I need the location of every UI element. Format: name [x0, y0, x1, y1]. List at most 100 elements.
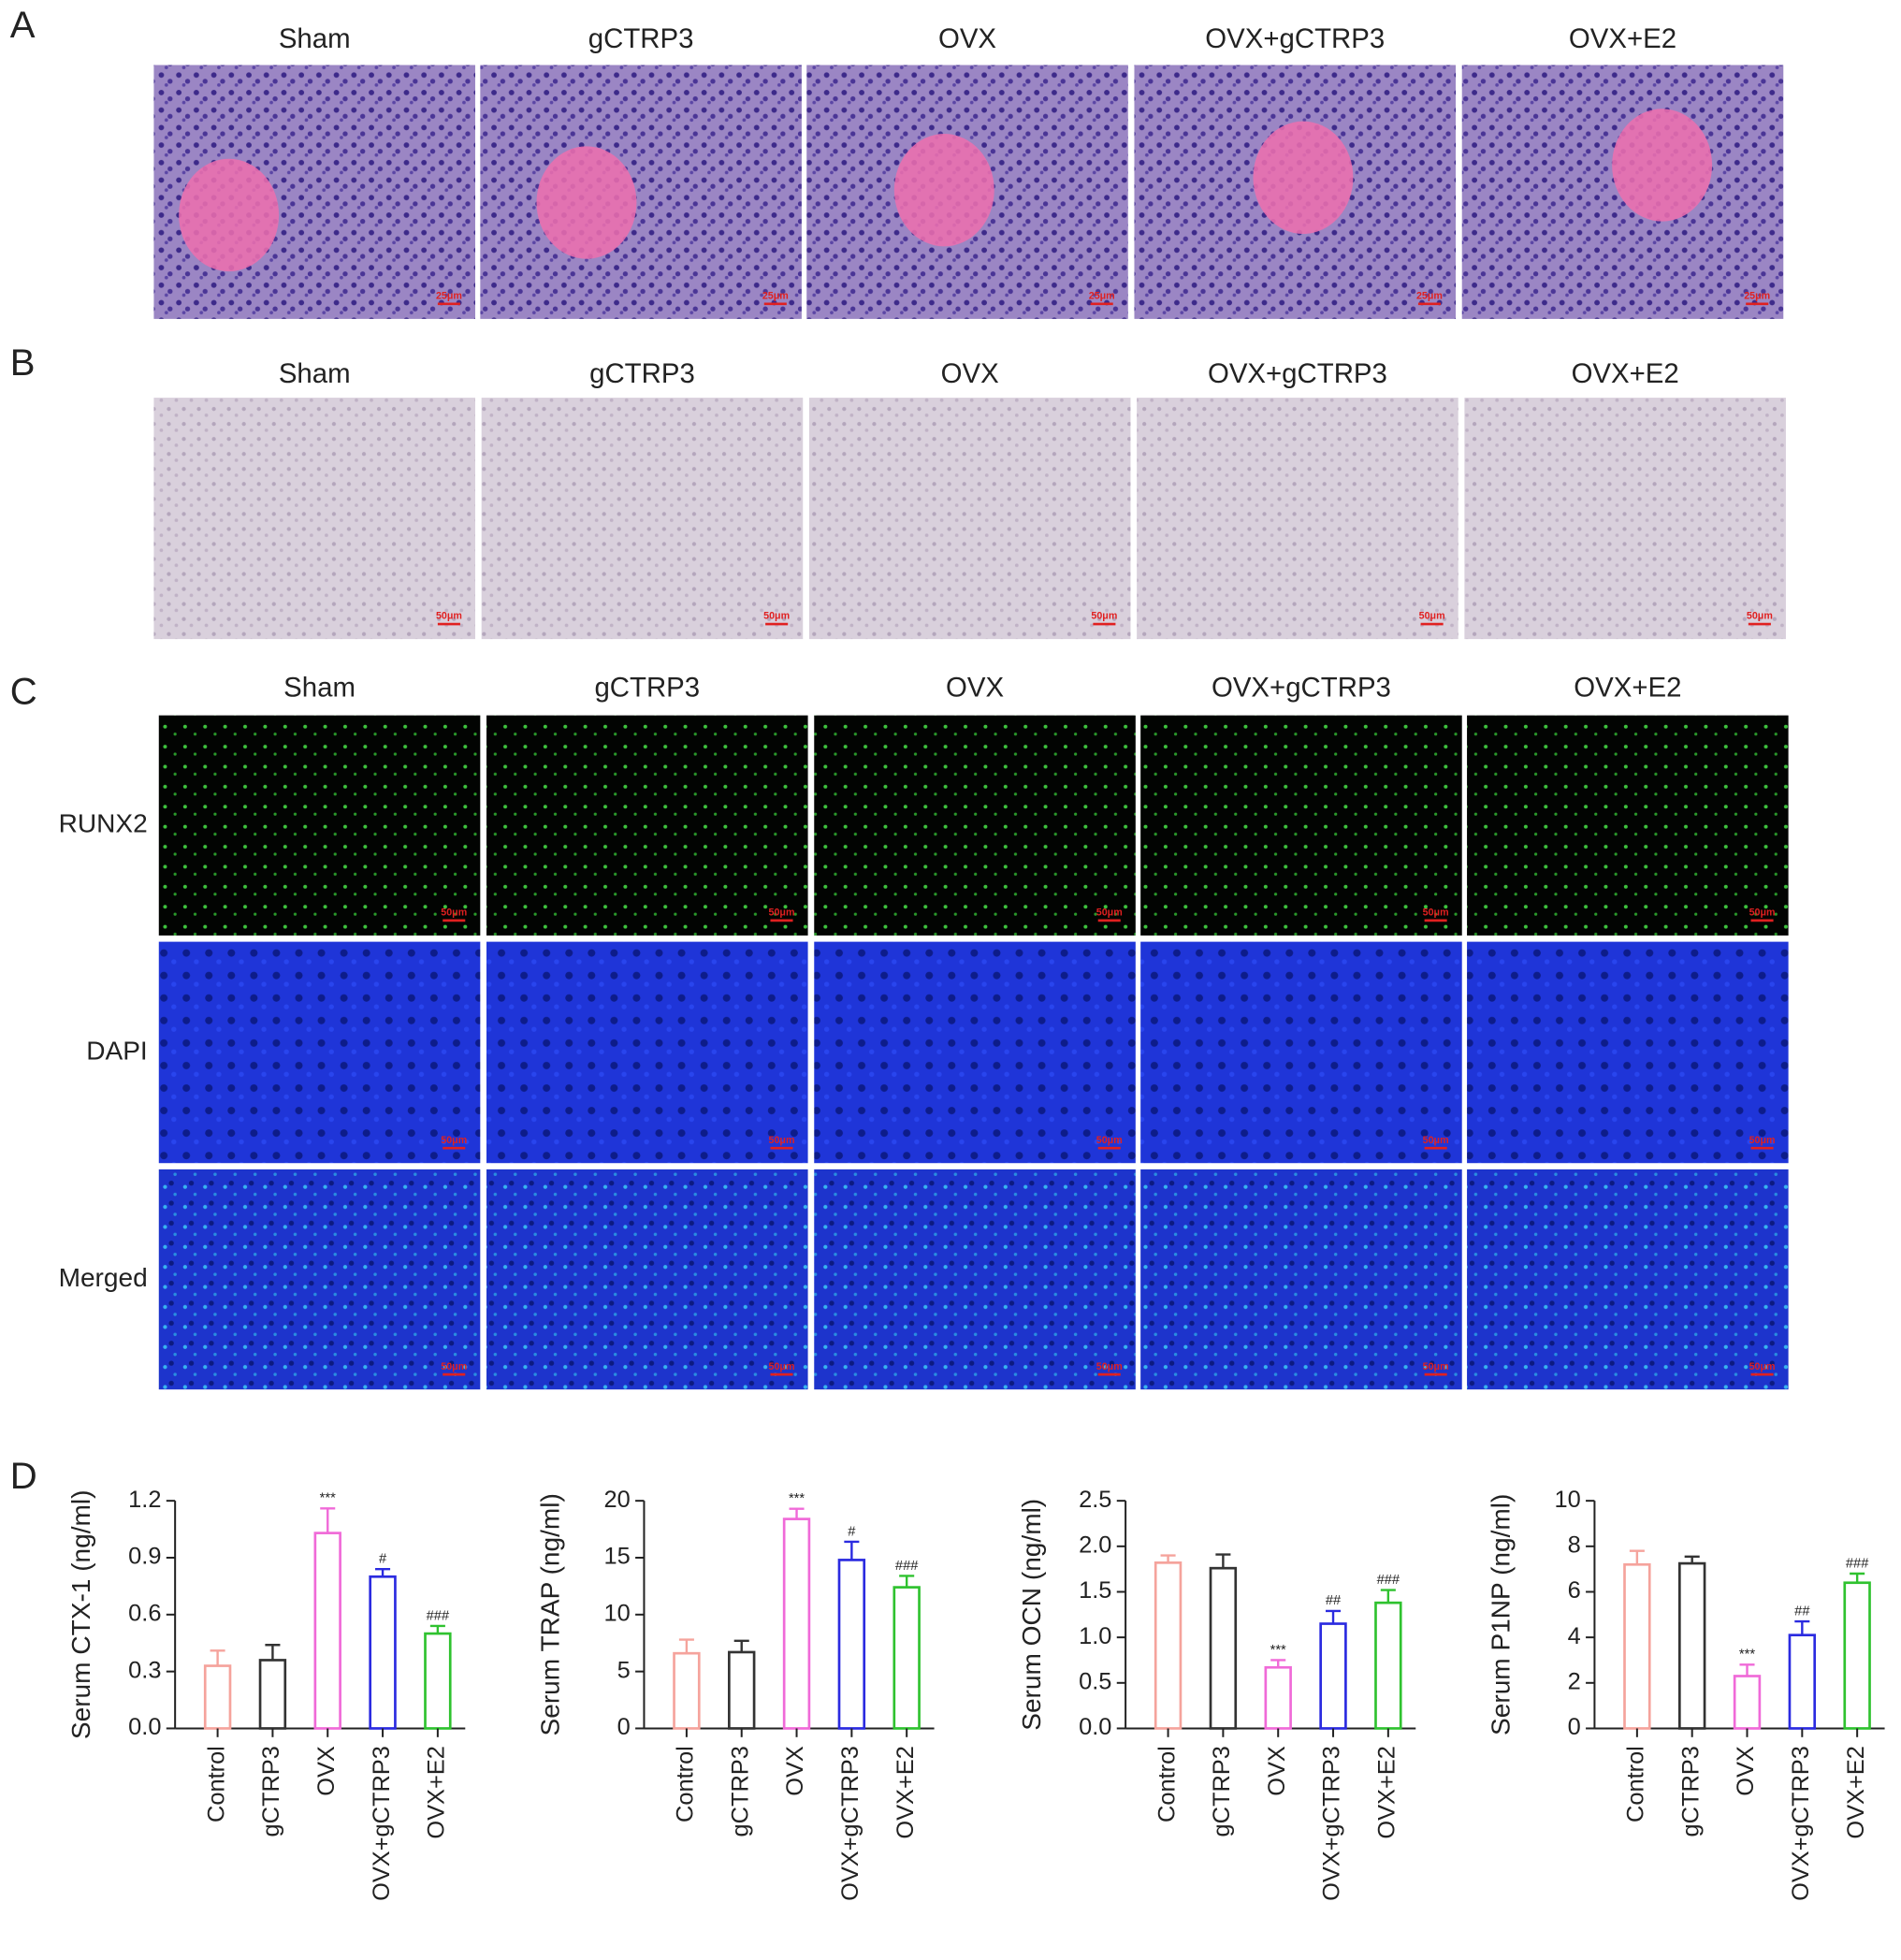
y-tick-label: 1.0	[1079, 1623, 1111, 1649]
column-label: OVX	[938, 23, 996, 54]
x-tick-label: OVX+E2	[892, 1746, 919, 1838]
panel-letter: A	[10, 5, 36, 46]
micrograph	[1467, 941, 1789, 1164]
y-tick-label: 1.2	[128, 1487, 161, 1513]
tissue-region	[179, 158, 280, 272]
row-label: RUNX2	[59, 809, 148, 838]
micrograph	[814, 1169, 1136, 1390]
significance-label: ###	[427, 1608, 450, 1623]
micrograph	[480, 65, 802, 319]
bar	[1154, 1561, 1183, 1730]
bar	[1788, 1633, 1817, 1730]
significance-label: ##	[1794, 1604, 1810, 1619]
tissue-region	[1253, 121, 1354, 234]
y-tick-label: 6	[1568, 1577, 1581, 1604]
x-tick-label: OVX+E2	[424, 1746, 450, 1838]
column-label: OVX+E2	[1569, 23, 1676, 54]
x-tick-label: OVX	[313, 1746, 340, 1796]
x-tick-label: Control	[1623, 1746, 1649, 1822]
y-tick-label: 1.5	[1079, 1577, 1111, 1604]
column-label: gCTRP3	[588, 23, 694, 54]
micrograph	[1467, 1169, 1789, 1390]
x-tick-label: OVX	[782, 1746, 808, 1796]
panel-letter: C	[10, 672, 37, 713]
micrograph	[486, 715, 808, 936]
significance-label: ###	[895, 1559, 919, 1574]
bar	[313, 1532, 341, 1730]
column-label: OVX+E2	[1574, 673, 1681, 704]
scale-bar-label: 25μm	[762, 290, 789, 301]
panel-letter: D	[10, 1456, 37, 1497]
column-label: Sham	[283, 673, 356, 704]
column-label: gCTRP3	[589, 358, 695, 389]
significance-label: #	[848, 1524, 856, 1539]
bar	[258, 1659, 287, 1730]
micrograph	[1140, 941, 1462, 1164]
column-label: OVX+E2	[1572, 358, 1679, 389]
x-tick-label: OVX+E2	[1843, 1746, 1869, 1838]
micrograph	[808, 398, 1131, 640]
scale-bar-label: 50μm	[769, 1135, 795, 1146]
scale-bar-label: 50μm	[441, 907, 467, 919]
x-tick-label: gCTRP3	[727, 1746, 753, 1837]
scale-bar-label: 25μm	[1744, 290, 1770, 301]
significance-label: ***	[789, 1491, 805, 1506]
scale-bar-label: 50μm	[1419, 611, 1445, 622]
y-axis-label: Serum P1NP (ng/ml)	[1487, 1494, 1516, 1735]
scale-bar-label: 25μm	[1416, 290, 1443, 301]
scale-bar-label: 50μm	[769, 1361, 795, 1372]
y-tick-label: 10	[1554, 1487, 1580, 1513]
x-tick-label: OVX+gCTRP3	[1788, 1746, 1814, 1901]
micrograph	[1137, 398, 1458, 640]
bar	[1733, 1675, 1762, 1730]
tissue-region	[536, 146, 637, 259]
column-label: OVX	[941, 358, 999, 389]
column-label: OVX+gCTRP3	[1205, 23, 1385, 54]
x-tick-label: Control	[203, 1746, 229, 1822]
scale-bar-label: 50μm	[1091, 611, 1117, 622]
x-tick-label: gCTRP3	[1209, 1746, 1235, 1837]
micrograph	[158, 715, 481, 936]
significance-label: ***	[320, 1491, 336, 1506]
scale-bar-label: 50μm	[1749, 1135, 1776, 1146]
x-tick-label: Control	[1154, 1746, 1180, 1822]
x-tick-label: OVX+gCTRP3	[837, 1746, 863, 1901]
column-label: OVX	[946, 673, 1004, 704]
tissue-region	[893, 134, 994, 247]
column-label: OVX+gCTRP3	[1212, 673, 1391, 704]
column-label: Sham	[279, 23, 351, 54]
row-label: DAPI	[86, 1036, 148, 1065]
row-label: Merged	[59, 1263, 148, 1292]
significance-label: ###	[1846, 1556, 1869, 1571]
y-tick-label: 0.5	[1079, 1669, 1111, 1695]
y-tick-label: 0	[617, 1714, 631, 1740]
y-axis-label: Serum OCN (ng/ml)	[1017, 1499, 1046, 1731]
y-tick-label: 0.0	[1079, 1714, 1111, 1740]
scale-bar-label: 50μm	[436, 611, 462, 622]
scale-bar-label: 50μm	[1423, 907, 1449, 919]
column-label: gCTRP3	[594, 673, 700, 704]
y-tick-label: 2.5	[1079, 1487, 1111, 1513]
y-tick-label: 2	[1568, 1669, 1581, 1695]
column-label: OVX+gCTRP3	[1208, 358, 1387, 389]
significance-label: ###	[1377, 1573, 1400, 1588]
scale-bar-label: 50μm	[1096, 1361, 1123, 1372]
y-tick-label: 0.9	[128, 1544, 161, 1570]
bar	[369, 1575, 397, 1730]
x-tick-label: OVX+gCTRP3	[369, 1746, 395, 1901]
scale-bar-label: 50μm	[1096, 1135, 1123, 1146]
bar	[728, 1650, 756, 1730]
bar	[1623, 1562, 1651, 1730]
x-tick-label: gCTRP3	[1677, 1746, 1704, 1837]
bar	[1319, 1622, 1347, 1730]
scale-bar-label: 50μm	[1423, 1361, 1449, 1372]
micrograph	[814, 941, 1136, 1164]
y-tick-label: 0.0	[128, 1714, 161, 1740]
y-axis-label: Serum TRAP (ng/ml)	[536, 1493, 565, 1735]
scale-bar-label: 50μm	[441, 1361, 467, 1372]
scale-bar-label: 50μm	[1423, 1135, 1449, 1146]
significance-label: ***	[1739, 1648, 1755, 1662]
